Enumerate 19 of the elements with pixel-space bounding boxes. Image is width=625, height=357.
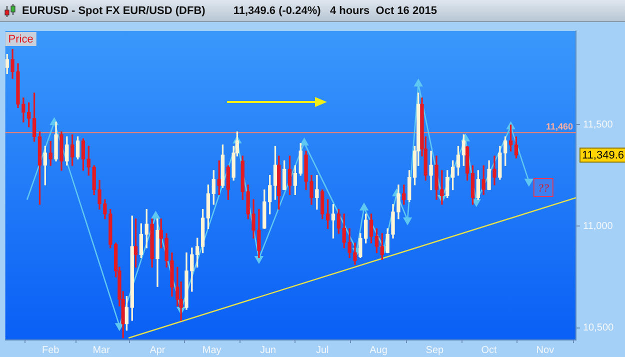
- x-tick-label: Jul: [316, 344, 329, 356]
- x-tick-label: Nov: [536, 344, 554, 356]
- x-tick-label: May: [202, 344, 222, 356]
- chart-subtitle: 11,349.6 (-0.24%) 4 hours Oct 16 2015: [233, 4, 437, 16]
- x-tick-label: Oct: [481, 344, 498, 356]
- x-tick-label: Sep: [426, 344, 444, 356]
- x-tick-label: Mar: [92, 344, 111, 356]
- x-tick-label: Aug: [370, 344, 388, 356]
- chart-title: EURUSD - Spot FX EUR/USD (DFB): [22, 4, 206, 16]
- ref-line-label: 11,460: [546, 122, 573, 132]
- y-tick-label: 11,500: [583, 119, 614, 130]
- annotation: ??: [538, 182, 550, 194]
- text: 11,349.6: [582, 150, 624, 162]
- x-tick-label: Jun: [260, 344, 276, 356]
- annotation: Price: [8, 34, 34, 46]
- y-tick-label: 10,500: [583, 322, 614, 334]
- x-tick-label: Apr: [150, 344, 166, 356]
- y-tick-label: 11,000: [583, 220, 614, 232]
- x-tick-label: Feb: [42, 344, 60, 356]
